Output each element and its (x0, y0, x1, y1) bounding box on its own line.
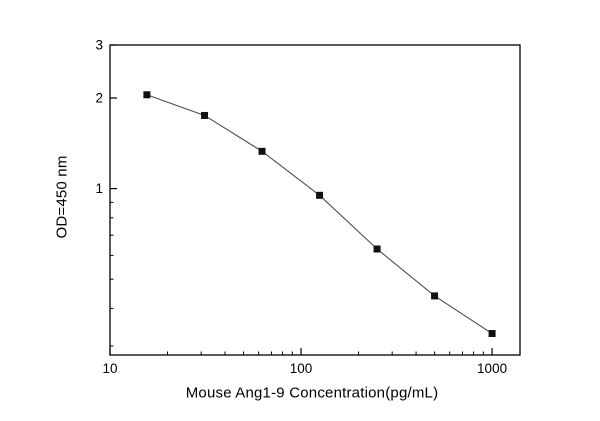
x-axis-label: Mouse Ang1-9 Concentration(pg/mL) (185, 384, 439, 402)
data-point (488, 330, 496, 338)
y-tick-label: 1 (95, 181, 103, 196)
data-point (143, 91, 151, 99)
series-line (146, 94, 493, 334)
y-tick-label: 3 (95, 38, 103, 53)
y-axis-label: OD=450 nm (53, 155, 71, 239)
data-point (431, 292, 439, 300)
data-point (258, 147, 266, 155)
x-tick-label: 10 (102, 361, 117, 376)
x-tick-label: 1000 (477, 361, 507, 376)
data-point (316, 191, 324, 199)
data-point (201, 111, 209, 119)
y-tick-label: 2 (95, 91, 103, 106)
plot-frame (109, 44, 521, 356)
data-point (373, 245, 381, 253)
x-tick-label: 100 (290, 361, 313, 376)
